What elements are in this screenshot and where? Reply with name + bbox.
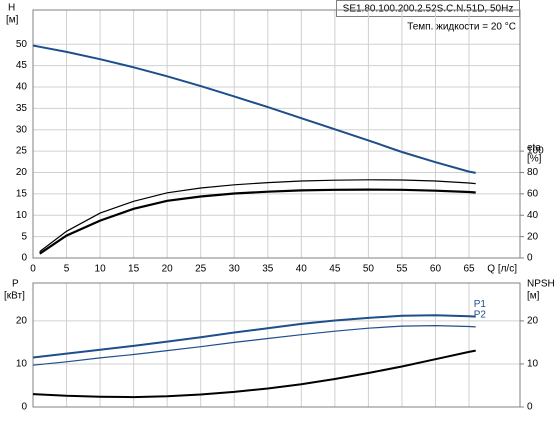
y-tick-label: 0 (21, 402, 27, 413)
y-axis-label: P (12, 279, 19, 290)
y2-tick-label: 60 (527, 189, 539, 200)
curve (32, 324, 476, 366)
y-tick-label: 45 (16, 60, 28, 71)
curve (32, 44, 476, 174)
y-tick-label: 20 (16, 316, 28, 327)
y-tick-label: 30 (16, 124, 28, 135)
x-tick-label: 40 (296, 264, 308, 275)
y-axis-label: H (8, 3, 15, 14)
y2-tick-label: 100 (527, 146, 544, 157)
y-axis-unit: [м] (6, 15, 19, 26)
x-tick-label: 0 (30, 264, 36, 275)
curve (32, 314, 476, 359)
chart-title: SE1.80.100.200.2.52S.C.N.51D, 50Hz (343, 4, 514, 15)
x-tick-label: 30 (229, 264, 241, 275)
plot-frame (32, 282, 521, 408)
y2-axis-unit: [м] (527, 291, 540, 302)
x-tick-label: 50 (363, 264, 375, 275)
y-tick-label: 5 (21, 231, 27, 242)
x-tick-label: 20 (162, 264, 174, 275)
y-tick-label: 35 (16, 103, 28, 114)
y2-axis-label: NPSH (527, 279, 555, 290)
curve (39, 179, 476, 253)
y-tick-label: 50 (16, 39, 28, 50)
y-axis-unit: [кВт] (4, 291, 25, 302)
y2-axis-label: eta (527, 143, 541, 154)
y-tick-label: 0 (21, 253, 27, 264)
y2-tick-label: 0 (527, 253, 533, 264)
x-tick-label: 25 (195, 264, 207, 275)
x-tick-label: 10 (95, 264, 107, 275)
y2-tick-label: 80 (527, 167, 539, 178)
x-tick-label: 65 (463, 264, 475, 275)
y-tick-label: 15 (16, 189, 28, 200)
y2-tick-label: 0 (527, 402, 533, 413)
y2-tick-label: 20 (527, 316, 539, 327)
series-label: P1 (474, 299, 487, 310)
x-tick-label: 5 (64, 264, 70, 275)
plot-frame (32, 9, 521, 259)
y2-tick-label: 20 (527, 231, 539, 242)
x-axis-label: Q [л/с] (487, 264, 517, 275)
y-tick-label: 40 (16, 82, 28, 93)
x-tick-label: 15 (128, 264, 140, 275)
chart-subtitle: Темп. жидкости = 20 °C (407, 22, 516, 33)
y-tick-label: 20 (16, 167, 28, 178)
series-label: P2 (474, 310, 487, 321)
y-tick-label: 10 (16, 359, 28, 370)
curve (39, 188, 476, 255)
x-tick-label: 45 (329, 264, 341, 275)
y2-tick-label: 10 (527, 359, 539, 370)
title-box (336, 0, 520, 17)
x-tick-label: 60 (430, 264, 442, 275)
y-tick-label: 25 (16, 146, 28, 157)
x-tick-label: 35 (262, 264, 274, 275)
y2-axis-unit: [%] (527, 154, 542, 165)
curve (32, 349, 476, 399)
y-tick-label: 10 (16, 210, 28, 221)
x-tick-label: 55 (396, 264, 408, 275)
y2-tick-label: 40 (527, 210, 539, 221)
